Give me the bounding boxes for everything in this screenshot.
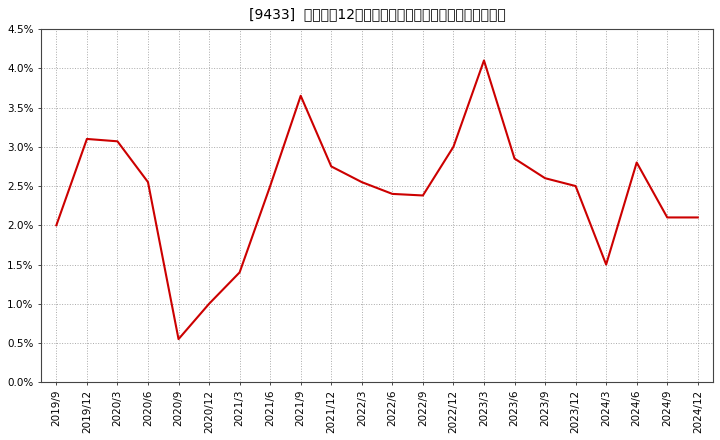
- Title: [9433]  売上高の12か月移動合計の対前年同期増減率の推移: [9433] 売上高の12か月移動合計の対前年同期増減率の推移: [248, 7, 505, 21]
